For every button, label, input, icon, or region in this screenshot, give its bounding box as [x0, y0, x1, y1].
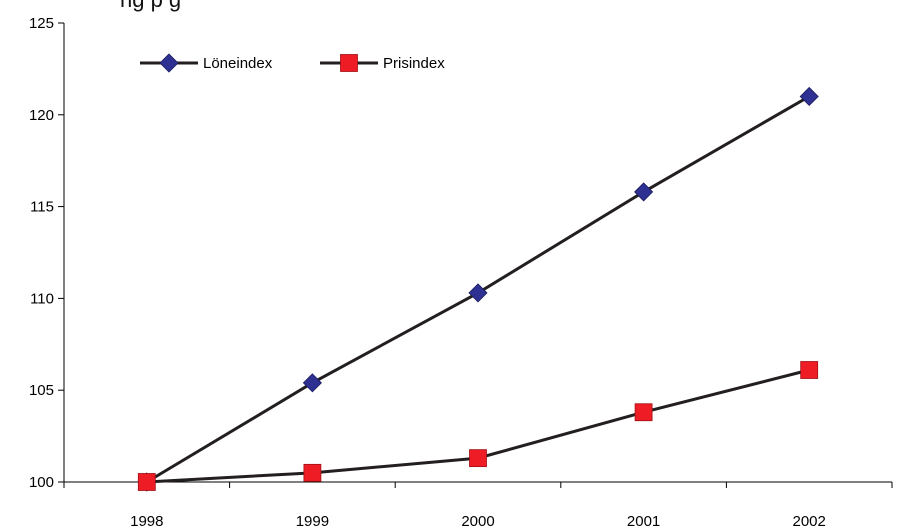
y-tick-label: 120 — [29, 107, 54, 124]
x-tick-label: 2002 — [793, 513, 826, 528]
y-tick-label: 110 — [30, 290, 54, 307]
data-point — [468, 283, 488, 303]
data-point — [303, 463, 322, 482]
x-tick-label: 2001 — [627, 513, 660, 528]
data-point — [137, 473, 156, 491]
y-tick-label: 125 — [29, 15, 54, 32]
legend-label: Löneindex — [203, 55, 273, 72]
chart-axes: 100 105 110 115 120 125 1998 1999 2000 2001 2002 — [29, 15, 893, 528]
legend-label: Prisindex — [383, 55, 445, 72]
legend-marker — [340, 54, 358, 72]
x-tick-label: 1999 — [296, 513, 329, 528]
data-point — [302, 373, 322, 393]
legend-marker — [159, 53, 179, 73]
data-point — [634, 403, 653, 422]
chart-legend: Löneindex Prisindex — [140, 53, 445, 73]
data-point — [469, 449, 487, 468]
chart-title-fragment: ng p g — [120, 0, 181, 13]
y-tick-label: 100 — [29, 474, 54, 491]
data-point — [634, 182, 654, 202]
x-tick-label: 1998 — [130, 513, 163, 528]
x-tick-label: 2000 — [461, 513, 494, 528]
y-tick-label: 105 — [29, 382, 54, 399]
data-point — [800, 361, 819, 379]
y-tick-label: 115 — [30, 199, 54, 216]
chart-series — [137, 86, 819, 492]
data-point — [799, 86, 819, 107]
